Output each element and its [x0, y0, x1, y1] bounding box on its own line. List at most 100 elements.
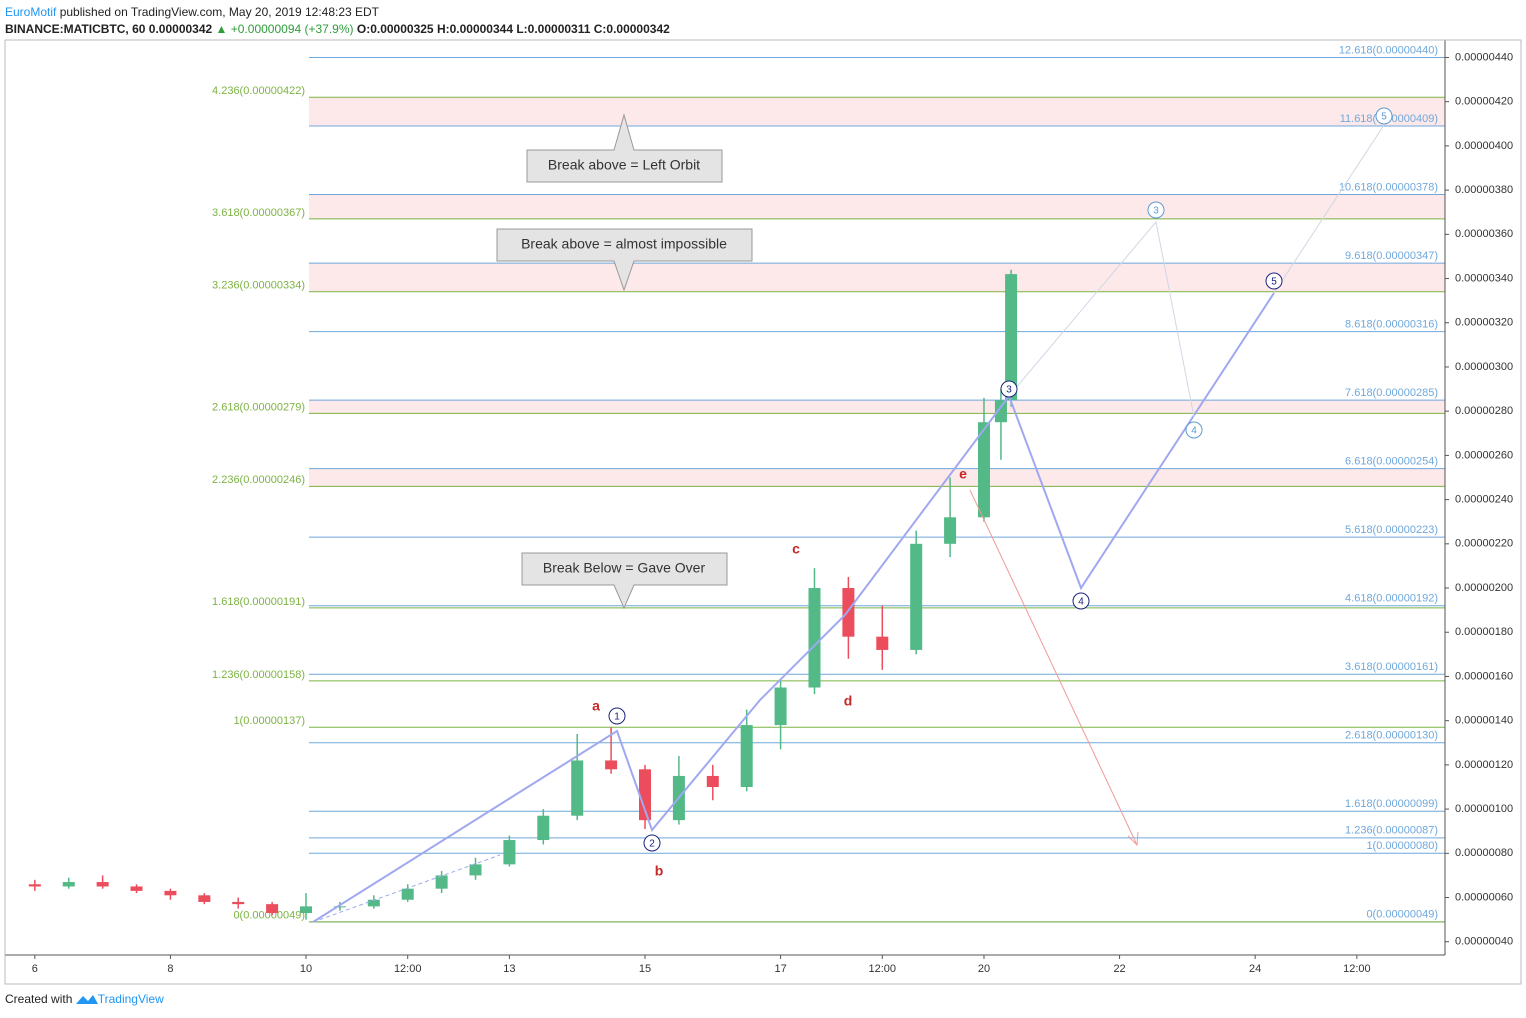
- alt-wave-circle: [1375, 107, 1393, 125]
- x-tick-label: 12:00: [869, 963, 897, 975]
- alt-wave-label: 4: [1191, 426, 1197, 437]
- letter-label: b: [655, 863, 664, 879]
- brand[interactable]: TradingView: [97, 992, 164, 1006]
- x-tick-label: 20: [978, 963, 990, 975]
- y-tick-label: 0.00000300: [1455, 361, 1513, 373]
- x-tick-label: 6: [32, 963, 38, 975]
- candle-body: [164, 890, 177, 896]
- fib-right-label: 1.236(0.00000087): [1345, 825, 1438, 837]
- y-tick-label: 0.00000380: [1455, 184, 1513, 196]
- wave-circle: [1072, 592, 1090, 610]
- y-tick-label: 0.00000280: [1455, 405, 1513, 417]
- y-tick-label: 0.00000220: [1455, 538, 1513, 550]
- red-arrow-head: [1127, 831, 1139, 847]
- fib-levels: 12.618(0.00000440)11.618(0.00000409)10.6…: [212, 44, 1445, 923]
- fib-left-label: 2.236(0.00000246): [212, 474, 305, 486]
- logo: [75, 995, 98, 1004]
- candle-body: [876, 636, 889, 650]
- fib-right-label: 8.618(0.00000316): [1345, 319, 1438, 331]
- callout-box: [496, 228, 753, 292]
- red-arrow: [969, 489, 1138, 846]
- footer: Created with TradingView: [5, 991, 164, 1006]
- y-tick-label: 0.00000140: [1455, 715, 1513, 727]
- fib-zone: [309, 400, 1445, 414]
- alt-wave-path: [1273, 124, 1385, 294]
- candle-body: [1005, 274, 1018, 401]
- wave-circle: [643, 834, 661, 852]
- wave-circle: [1000, 380, 1018, 398]
- fib-left-label: 4.236(0.00000422): [212, 85, 305, 97]
- candle-body: [401, 888, 414, 900]
- wave-label: 2: [649, 839, 655, 850]
- alt-wave-label: 5: [1381, 112, 1387, 123]
- fib-right-label: 1.618(0.00000099): [1345, 798, 1438, 810]
- y-tick-label: 0.00000440: [1455, 51, 1513, 63]
- fib-right-label: 12.618(0.00000440): [1339, 44, 1438, 56]
- candle-body: [300, 906, 313, 913]
- fib-left-label: 2.618(0.00000279): [212, 401, 305, 413]
- fib-left-label: 1(0.00000137): [233, 715, 305, 727]
- fib-right-label: 10.618(0.00000378): [1339, 181, 1438, 193]
- candle-body: [706, 775, 719, 787]
- letter-label: c: [792, 541, 800, 557]
- candle-body: [639, 769, 651, 821]
- candle-body: [842, 588, 855, 637]
- wave-dash: [312, 854, 501, 923]
- candle-body: [503, 840, 516, 865]
- y-tick-label: 0.00000240: [1455, 494, 1513, 506]
- y-tick-label: 0.00000060: [1455, 891, 1513, 903]
- candle-body: [198, 895, 211, 902]
- candle-body: [266, 904, 279, 913]
- y-tick-label: 0.00000260: [1455, 449, 1513, 461]
- alt-wave-label: 3: [1153, 206, 1159, 217]
- wave-label: 1: [614, 712, 620, 723]
- y-tick-label: 0.00000040: [1455, 936, 1513, 948]
- y-tick-label: 0.00000360: [1455, 228, 1513, 240]
- wave-label: 5: [1271, 277, 1277, 288]
- x-tick-label: 24: [1249, 963, 1261, 975]
- callout-box: [521, 552, 728, 610]
- fib-right-label: 9.618(0.00000347): [1345, 250, 1438, 262]
- candles: [28, 269, 1018, 920]
- fib-right-label: 7.618(0.00000285): [1345, 387, 1438, 399]
- published: published on TradingView.com, May 20, 20…: [59, 5, 380, 19]
- x-tick-label: 17: [774, 963, 786, 975]
- wave-circle: [608, 707, 626, 725]
- letter-label: e: [959, 466, 967, 482]
- candle-body: [367, 899, 380, 907]
- candle-body: [571, 760, 584, 816]
- candle-body: [910, 543, 923, 650]
- callout-box: [526, 113, 723, 183]
- wave-labels: 1 2 3 4 5 3 4 5 a b c d e: [592, 107, 1393, 879]
- y-tick-label: 0.00000180: [1455, 626, 1513, 638]
- alt-wave-circle: [1147, 201, 1165, 219]
- letter-label: d: [844, 693, 853, 709]
- wave-label: 4: [1078, 597, 1084, 608]
- candle-body: [28, 884, 41, 887]
- fib-zone: [309, 263, 1445, 292]
- fib-right-label: 4.618(0.00000192): [1345, 593, 1438, 605]
- author[interactable]: EuroMotif: [5, 5, 57, 19]
- x-tick-label: 13: [503, 963, 515, 975]
- wave-circle: [1265, 272, 1283, 290]
- candle-body: [62, 882, 75, 887]
- wave-path: [312, 292, 1275, 923]
- fib-zone: [309, 194, 1445, 219]
- x-tick-label: 10: [300, 963, 312, 975]
- candle-body: [774, 687, 787, 726]
- callout-text: Break above = Left Orbit: [548, 157, 700, 173]
- y-tick-label: 0.00000320: [1455, 317, 1513, 329]
- candle-body: [333, 906, 346, 908]
- chart: 12.618(0.00000440)11.618(0.00000409)10.6…: [4, 39, 1522, 985]
- callouts: Break above = Left Orbit Break above = a…: [496, 113, 753, 610]
- y-tick-label: 0.00000420: [1455, 96, 1513, 108]
- x-tick-label: 22: [1113, 963, 1125, 975]
- fib-left-label: 0(0.00000049): [233, 910, 305, 922]
- candle-body: [977, 422, 990, 518]
- fib-right-label: 5.618(0.00000223): [1345, 524, 1438, 536]
- candle-body: [994, 400, 1007, 423]
- logo-shape: [75, 995, 98, 1004]
- plot-border: [4, 39, 1522, 985]
- fib-zone: [309, 468, 1445, 487]
- fib-left-label: 3.618(0.00000367): [212, 207, 305, 219]
